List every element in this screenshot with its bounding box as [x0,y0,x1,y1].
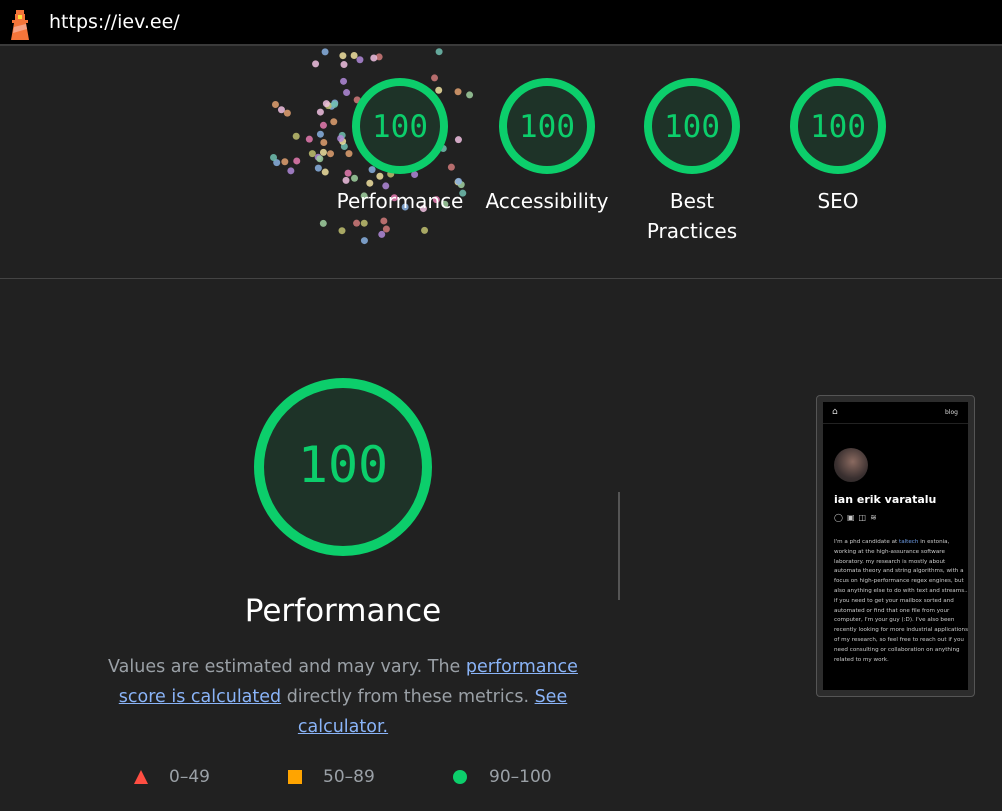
confetti-dot [378,230,386,238]
confetti-dot [312,60,320,68]
bio-pre: I'm a phd candidate at [834,539,899,545]
confetti-dot [321,168,329,176]
gauge-label: SEO [817,189,859,213]
confetti-dot [360,219,368,227]
author-name: ian erik varatalu [834,493,937,506]
performance-description: Values are estimated and may vary. The p… [93,652,593,742]
gauge-score: 100 [810,109,866,145]
confetti-dot [375,53,383,61]
bio-post: in estonia, working at the high-assuranc… [834,539,969,663]
page-screenshot[interactable]: ⌂ blog ian erik varatalu ◯▣◫≋ I'm a phd … [816,395,975,697]
confetti-dot [421,226,429,234]
confetti-dot [305,135,313,143]
performance-title: Performance [244,593,442,629]
desc-text-2: directly from these metrics. [281,687,535,707]
confetti-dot [293,157,301,165]
confetti-dot [321,48,329,56]
legend-average: 50–89 [287,767,375,787]
social-icons: ◯▣◫≋ [834,513,881,522]
confetti-dot [273,159,281,167]
gauge-label: Performance [336,189,464,213]
confetti-dot [353,219,361,227]
confetti-dot [292,132,300,140]
confetti-dot [338,227,346,235]
blog-link: blog [945,409,958,416]
triangle-fail-icon [134,770,148,784]
gauge-label: Best Practices [646,189,738,243]
confetti-dot [319,219,327,227]
top-bar: https://iev.ee/ [0,0,1002,46]
confetti-dot [360,237,368,245]
confetti-dot [435,48,443,56]
confetti-dot [314,164,322,172]
confetti-dot [316,155,324,163]
circle-pass-icon [453,770,467,784]
confetti-dot [319,121,327,129]
confetti-dot [281,158,289,166]
bio-link: taltech [899,539,919,545]
lighthouse-logo-icon [11,10,29,40]
legend-fail: 0–49 [133,767,210,787]
legend-range: 0–49 [169,767,210,787]
gauge-score: 100 [664,109,720,145]
confetti-dot [320,138,328,146]
confetti-dot [314,153,322,161]
confetti-dot [370,54,378,62]
gauge-performance[interactable]: 100 Performance [330,76,470,216]
performance-main-gauge[interactable]: 100 [252,376,434,558]
gauge-accessibility[interactable]: 100 Accessibility [477,76,617,216]
confetti-dot [283,109,291,117]
home-icon: ⌂ [832,407,838,417]
confetti-dot [382,225,390,233]
confetti-dot [277,106,285,114]
confetti-dot [270,154,278,162]
confetti-dot [271,101,279,109]
legend-range: 90–100 [489,767,552,787]
bio-text: I'm a phd candidate at taltech in estoni… [834,538,970,665]
performance-score: 100 [298,436,388,494]
square-average-icon [288,770,302,784]
confetti-dot [350,52,358,60]
score-calculated-link[interactable]: performance score is calculated [118,657,578,707]
see-calculator-link[interactable]: See calculator. [297,687,568,737]
gauge-score: 100 [519,109,575,145]
confetti-dot [316,130,324,138]
avatar [834,448,868,482]
gauge-label: Accessibility [485,189,609,213]
gauge-seo[interactable]: 100 SEO [768,76,908,216]
gauge-score: 100 [372,109,428,145]
gauge-best-practices[interactable]: 100 Best Practices [622,76,762,246]
desc-text: Values are estimated and may vary. The [108,657,466,677]
confetti-dot [322,100,330,108]
confetti-dot [356,56,364,64]
vertical-divider [618,492,620,600]
legend-pass: 90–100 [452,767,552,787]
confetti-dot [316,108,324,116]
confetti-dot [380,217,388,225]
confetti-dot [319,148,327,156]
legend-range: 50–89 [323,767,375,787]
confetti-dot [339,52,347,60]
page-url: https://iev.ee/ [49,11,180,33]
header-divider [0,278,1002,279]
confetti-dot [287,167,295,175]
confetti-dot [340,61,348,69]
confetti-dot [308,150,316,158]
